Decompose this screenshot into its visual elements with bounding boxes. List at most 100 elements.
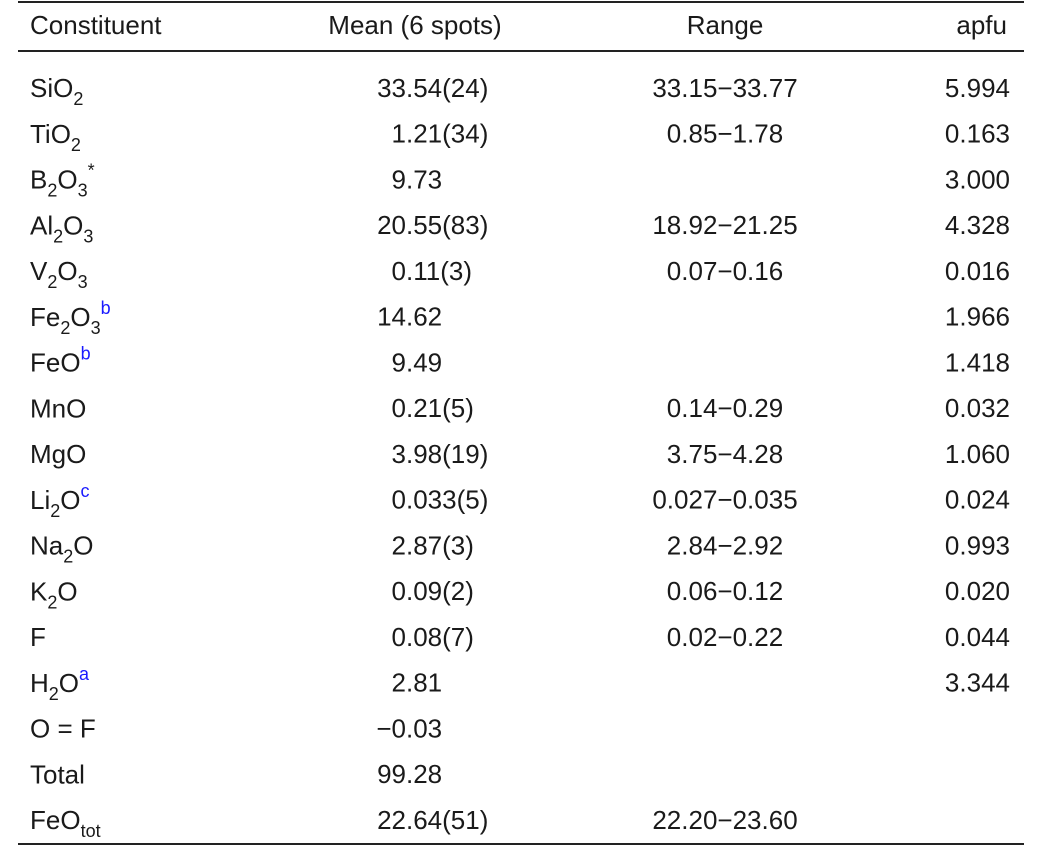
apfu-cell: 0.024 xyxy=(945,485,1010,515)
constituent-cell: Li2Oc xyxy=(30,481,90,521)
constituent-text: FeO xyxy=(30,805,81,835)
subscript: 2 xyxy=(47,592,57,612)
header-mean: Mean (6 spots) xyxy=(328,10,501,40)
subscript: 3 xyxy=(78,272,88,292)
constituent-cell: MgO xyxy=(30,439,86,469)
range-cell: 0.02−0.22 xyxy=(667,622,783,652)
range-cell: 0.027−0.035 xyxy=(652,485,797,515)
constituent-text: Fe xyxy=(30,302,60,332)
constituent-text: O xyxy=(57,164,77,194)
constituent-text: Li xyxy=(30,485,50,515)
apfu-cell: 0.032 xyxy=(945,393,1010,423)
constituent-cell: H2Oa xyxy=(30,664,90,704)
constituent-cell: O = F xyxy=(30,713,96,743)
constituent-text: TiO xyxy=(30,119,71,149)
mean-cell: 0.08(7) xyxy=(392,622,474,652)
range-cell: 0.07−0.16 xyxy=(667,256,783,286)
header-apfu: apfu xyxy=(956,10,1007,40)
constituent-text: Total xyxy=(30,759,85,789)
constituent-cell: Fe2O3b xyxy=(30,298,111,338)
apfu-cell: 1.966 xyxy=(945,302,1010,332)
constituent-cell: Al2O3 xyxy=(30,210,93,246)
subscript: 2 xyxy=(60,318,70,338)
mean-cell: 0.09(2) xyxy=(392,576,474,606)
footnote-mark: a xyxy=(79,664,90,684)
header-constituent: Constituent xyxy=(30,10,162,40)
constituent-text: O xyxy=(63,210,83,240)
constituent-cell: FeOtot xyxy=(30,805,101,841)
apfu-cell: 0.044 xyxy=(945,622,1010,652)
range-cell: 22.20−23.60 xyxy=(652,805,797,835)
subscript: 3 xyxy=(83,226,93,246)
mean-cell: −0.03 xyxy=(376,713,442,743)
mean-cell: 99.28 xyxy=(377,759,442,789)
constituent-text: O xyxy=(70,302,90,332)
apfu-cell: 0.993 xyxy=(945,530,1010,560)
constituent-cell: SiO2 xyxy=(30,73,83,109)
mean-cell: 20.55(83) xyxy=(377,210,488,240)
footnote-mark: b xyxy=(81,343,91,363)
subscript: 2 xyxy=(47,272,57,292)
mean-cell: 1.21(34) xyxy=(392,119,489,149)
range-cell: 2.84−2.92 xyxy=(667,530,783,560)
constituent-text: O = F xyxy=(30,713,96,743)
subscript: 2 xyxy=(53,226,63,246)
subscript: 2 xyxy=(47,180,57,200)
constituent-text: MgO xyxy=(30,439,86,469)
constituent-text: Al xyxy=(30,210,53,240)
range-cell: 3.75−4.28 xyxy=(667,439,783,469)
subscript: 2 xyxy=(50,501,60,521)
apfu-cell: 3.344 xyxy=(945,668,1010,698)
apfu-cell: 0.163 xyxy=(945,119,1010,149)
constituent-cell: Total xyxy=(30,759,85,789)
subscript: 2 xyxy=(71,135,81,155)
constituent-cell: F xyxy=(30,622,46,652)
mean-cell: 0.033(5) xyxy=(392,485,489,515)
constituent-cell: TiO2 xyxy=(30,119,81,155)
footnote-mark: b xyxy=(101,298,111,318)
range-cell: 33.15−33.77 xyxy=(652,73,797,103)
apfu-cell: 1.060 xyxy=(945,439,1010,469)
constituent-text: Na xyxy=(30,530,64,560)
constituent-cell: FeOb xyxy=(30,343,91,377)
apfu-cell: 5.994 xyxy=(945,73,1010,103)
footnote-mark: c xyxy=(81,481,90,501)
constituent-text: O xyxy=(57,576,77,606)
mean-cell: 0.21(5) xyxy=(392,393,474,423)
constituent-text: O xyxy=(57,256,77,286)
subscript: 3 xyxy=(78,180,88,200)
apfu-cell: 4.328 xyxy=(945,210,1010,240)
constituent-text: H xyxy=(30,668,49,698)
mean-cell: 14.62 xyxy=(377,302,442,332)
mean-cell: 2.87(3) xyxy=(392,530,474,560)
constituent-text: O xyxy=(60,485,80,515)
constituent-cell: V2O3 xyxy=(30,256,88,292)
constituent-text: O xyxy=(73,530,93,560)
constituent-text: SiO xyxy=(30,73,73,103)
subscript: tot xyxy=(81,821,101,841)
mean-cell: 3.98(19) xyxy=(392,439,489,469)
constituent-text: V xyxy=(30,256,48,286)
constituent-cell: K2O xyxy=(30,576,78,612)
constituent-cell: B2O3* xyxy=(30,160,95,200)
constituent-text: B xyxy=(30,164,47,194)
mean-cell: 2.81 xyxy=(392,668,443,698)
constituent-text: FeO xyxy=(30,347,81,377)
apfu-cell: 1.418 xyxy=(945,347,1010,377)
mean-cell: 22.64(51) xyxy=(377,805,488,835)
constituent-text: O xyxy=(59,668,79,698)
mean-cell: 9.49 xyxy=(392,347,443,377)
mean-cell: 0.11(3) xyxy=(392,256,472,286)
constituent-text: K xyxy=(30,576,48,606)
subscript: 3 xyxy=(91,318,101,338)
mean-cell: 33.54(24) xyxy=(377,73,488,103)
subscript: 2 xyxy=(73,89,83,109)
range-cell: 0.85−1.78 xyxy=(667,119,783,149)
range-cell: 0.14−0.29 xyxy=(667,393,783,423)
subscript: 2 xyxy=(49,684,59,704)
constituent-text: F xyxy=(30,622,46,652)
subscript: 2 xyxy=(63,546,73,566)
header-range: Range xyxy=(687,10,764,40)
mean-cell: 9.73 xyxy=(392,164,443,194)
